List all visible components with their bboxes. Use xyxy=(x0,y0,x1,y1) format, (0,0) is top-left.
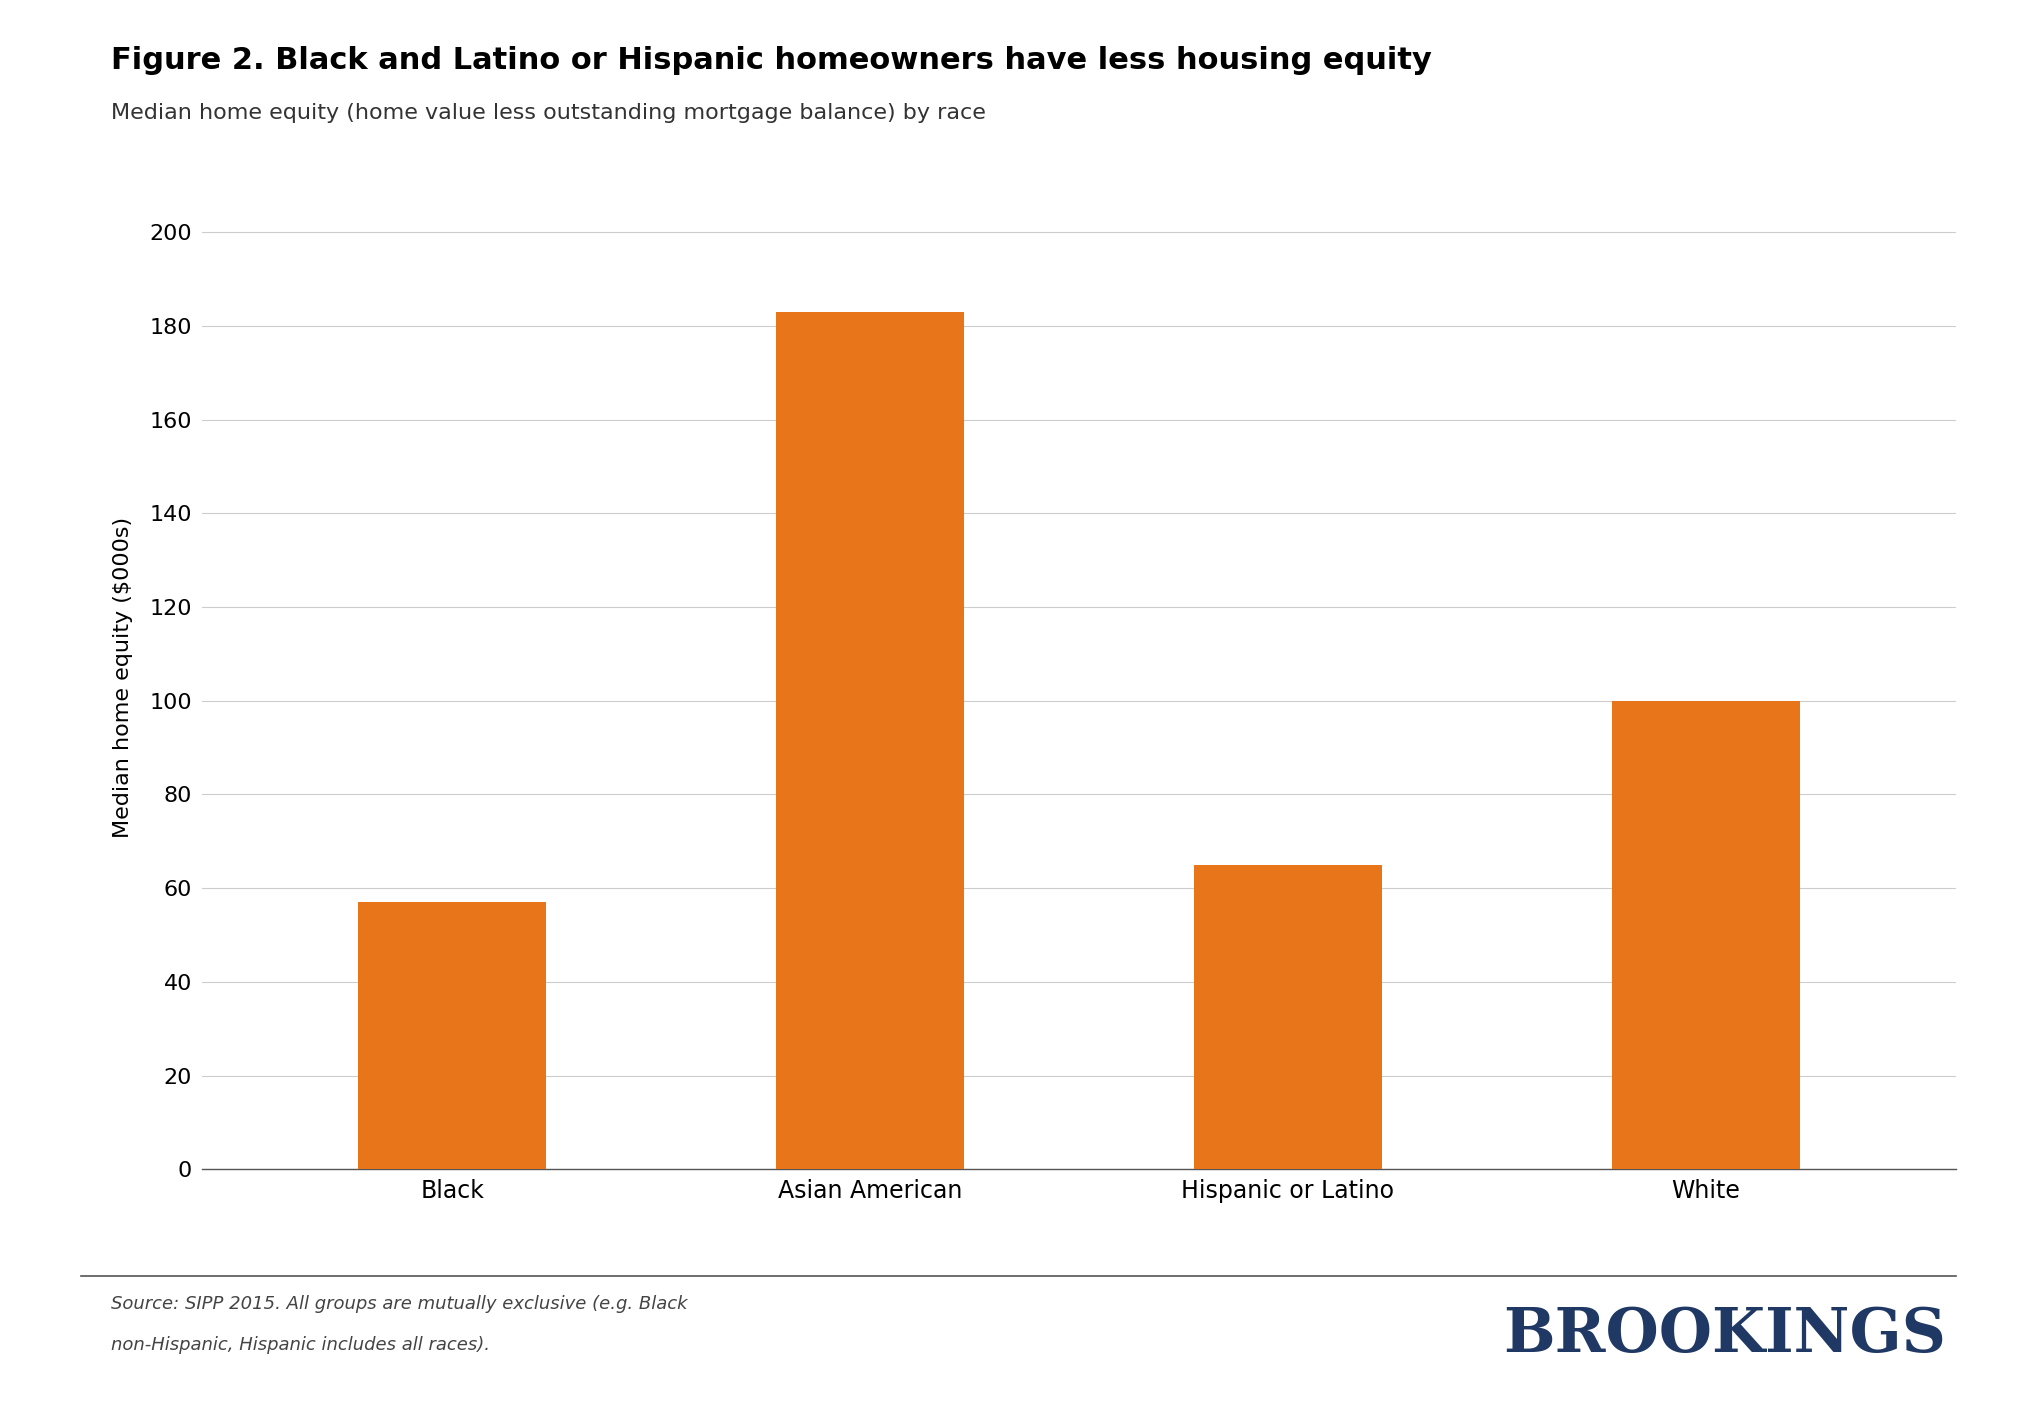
Text: Figure 2. Black and Latino or Hispanic homeowners have less housing equity: Figure 2. Black and Latino or Hispanic h… xyxy=(111,46,1432,74)
Bar xyxy=(1194,864,1382,1169)
Text: BROOKINGS: BROOKINGS xyxy=(1503,1305,1946,1365)
Bar xyxy=(777,312,964,1169)
Bar xyxy=(359,903,547,1169)
Text: Source: SIPP 2015. All groups are mutually exclusive (e.g. Black: Source: SIPP 2015. All groups are mutual… xyxy=(111,1295,688,1313)
Text: non-Hispanic, Hispanic includes all races).: non-Hispanic, Hispanic includes all race… xyxy=(111,1336,490,1355)
Bar xyxy=(1612,700,1799,1169)
Y-axis label: Median home equity ($000s): Median home equity ($000s) xyxy=(113,516,133,838)
Text: Median home equity (home value less outstanding mortgage balance) by race: Median home equity (home value less outs… xyxy=(111,103,986,123)
